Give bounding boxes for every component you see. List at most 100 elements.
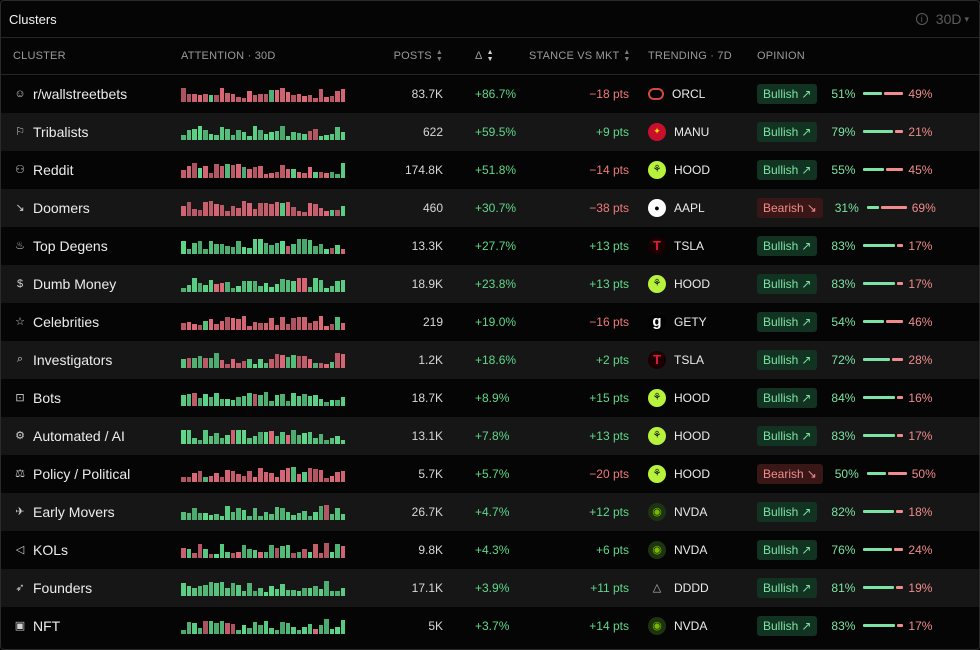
opinion-label: Bullish: [763, 504, 799, 519]
sort-active-icon[interactable]: ▲ ▼: [486, 49, 494, 63]
attention-bar: [241, 429, 246, 444]
cell-opinion: Bullish ↗ 55% 45%: [757, 151, 979, 189]
trending-ticker[interactable]: ORCL: [648, 87, 757, 101]
cell-trending: ⚘ HOOD: [629, 265, 757, 303]
table-row[interactable]: ➶ Founders 17.1K +3.9% +11 pts △ DDDD Bu…: [1, 568, 979, 607]
cluster-name[interactable]: ◁ KOLs: [13, 542, 181, 558]
table-row[interactable]: ⌕ Investigators 1.2K +18.6% +2 pts T TSL…: [1, 340, 979, 379]
col-stance[interactable]: STANCE VS MKT ▲ ▼: [529, 38, 631, 75]
trending-ticker[interactable]: ⚘ HOOD: [648, 426, 757, 445]
table-row[interactable]: ⚙ Automated / AI 13.1K +7.8% +13 pts ⚘ H…: [1, 416, 979, 455]
attention-bar: [318, 624, 323, 634]
table-row[interactable]: $ Dumb Money 18.9K +23.8% +13 pts ⚘ HOOD…: [1, 264, 979, 303]
bull-percent: 83%: [831, 428, 856, 443]
table-row[interactable]: ☺ r/wallstreetbets 83.7K +86.7% −18 pts …: [1, 75, 979, 113]
attention-bar: [258, 358, 263, 368]
cluster-name[interactable]: ⚖ Policy / Political: [13, 466, 181, 482]
attention-sparkline: [181, 86, 363, 102]
cluster-name[interactable]: ⚇ Reddit: [13, 162, 181, 178]
table-row[interactable]: ✈ Early Movers 26.7K +4.7% +12 pts ◉ NVD…: [1, 492, 979, 531]
attention-bar: [302, 133, 307, 140]
col-delta[interactable]: Δ ▲ ▼: [443, 38, 529, 75]
trending-ticker[interactable]: ⚘ HOOD: [648, 388, 757, 407]
trending-ticker[interactable]: △ DDDD: [648, 579, 757, 597]
trending-ticker[interactable]: ⚘ HOOD: [648, 464, 757, 483]
table-row[interactable]: ◁ KOLs 9.8K +4.3% +6 pts ◉ NVDA Bullish …: [1, 531, 979, 569]
cluster-name[interactable]: ➶ Founders: [13, 580, 181, 596]
trending-ticker[interactable]: ⚘ HOOD: [648, 160, 757, 179]
attention-bar: [340, 587, 345, 596]
attention-bar: [236, 96, 241, 102]
attention-bar: [241, 624, 246, 634]
attention-bar: [329, 399, 334, 406]
table-row[interactable]: ♨ Top Degens 13.3K +27.7% +13 pts T TSLA…: [1, 227, 979, 265]
col-posts[interactable]: POSTS ▲ ▼: [363, 38, 443, 75]
attention-bar: [192, 357, 197, 368]
attention-bar: [236, 163, 241, 178]
attention-bar: [203, 93, 208, 102]
trending-ticker[interactable]: ◉ NVDA: [648, 540, 757, 559]
attention-bar: [258, 129, 263, 140]
attention-bar: [296, 277, 301, 292]
bull-percent: 79%: [831, 124, 856, 139]
trending-ticker[interactable]: T TSLA: [648, 350, 757, 369]
table-row[interactable]: ⊡ Bots 18.7K +8.9% +15 pts ⚘ HOOD Bullis…: [1, 379, 979, 417]
cluster-label: Top Degens: [33, 237, 108, 254]
cell-stance: +13 pts: [589, 238, 629, 253]
trending-ticker[interactable]: ◉ NVDA: [648, 502, 757, 521]
cell-posts: 13.3K: [411, 238, 443, 253]
attention-bar: [335, 435, 340, 444]
trending-ticker[interactable]: g GETY: [648, 312, 757, 331]
cluster-name[interactable]: ☆ Celebrities: [13, 314, 181, 330]
cluster-name[interactable]: ♨ Top Degens: [13, 238, 181, 254]
cell-cluster: ⊡ Bots: [1, 379, 181, 417]
cluster-name[interactable]: ⚐ Tribalists: [13, 124, 181, 140]
cluster-name[interactable]: ⚙ Automated / AI: [13, 428, 181, 444]
attention-bar: [318, 243, 323, 254]
attention-bar: [313, 437, 318, 444]
cluster-name[interactable]: $ Dumb Money: [13, 276, 181, 292]
cluster-name[interactable]: ✈ Early Movers: [13, 504, 181, 520]
attention-bar: [296, 171, 301, 178]
trending-ticker[interactable]: ● AAPL: [648, 198, 757, 217]
cell-posts: 219: [422, 314, 443, 329]
attention-bar: [335, 244, 340, 254]
cluster-name[interactable]: ▣ NFT: [13, 618, 181, 634]
table-row[interactable]: ⚇ Reddit 174.8K +51.8% −14 pts ⚘ HOOD Bu…: [1, 151, 979, 189]
table-row[interactable]: ▣ NFT 5K +3.7% +14 pts ◉ NVDA Bullish ↗ …: [1, 607, 979, 645]
oracle-logo: [648, 87, 664, 100]
sort-icon[interactable]: ▲ ▼: [623, 49, 631, 63]
cluster-name[interactable]: ⌕ Investigators: [13, 352, 181, 368]
trending-ticker[interactable]: T TSLA: [648, 236, 757, 255]
attention-bar: [263, 591, 268, 596]
table-row[interactable]: ⚐ Tribalists 622 +59.5% +9 pts ✦ MANU Bu…: [1, 112, 979, 151]
cluster-name[interactable]: ⊡ Bots: [13, 390, 181, 406]
table-row[interactable]: ☆ Celebrities 219 +19.0% −16 pts g GETY …: [1, 303, 979, 341]
attention-bar: [324, 504, 329, 520]
trending-ticker[interactable]: ✦ MANU: [648, 122, 757, 141]
trending-ticker[interactable]: ⚘ HOOD: [648, 274, 757, 293]
cluster-name[interactable]: ↘ Doomers: [13, 200, 181, 216]
attention-bar: [329, 590, 334, 596]
attention-bar: [236, 129, 241, 140]
attention-bar: [181, 134, 186, 140]
attention-bar: [291, 94, 296, 102]
cluster-name[interactable]: ☺ r/wallstreetbets: [13, 86, 181, 102]
attention-bar: [192, 242, 197, 254]
attention-bar: [236, 285, 241, 292]
attention-bar: [186, 429, 191, 444]
sort-icon[interactable]: ▲ ▼: [435, 49, 443, 63]
attention-sparkline: [181, 542, 363, 558]
attention-bar: [208, 357, 213, 368]
bear-percent: 49%: [908, 86, 933, 101]
trending-ticker[interactable]: ◉ NVDA: [648, 616, 757, 635]
bull-bar: [866, 206, 879, 209]
attention-bar: [269, 244, 274, 254]
attention-bar: [340, 619, 345, 634]
table-row[interactable]: ↘ Doomers 460 +30.7% −38 pts ● AAPL Bear…: [1, 188, 979, 227]
attention-bar: [236, 584, 241, 596]
cell-cluster: ➶ Founders: [1, 569, 181, 607]
range-selector[interactable]: 30D ▾: [936, 11, 969, 27]
info-icon[interactable]: i: [915, 13, 928, 25]
table-row[interactable]: ⚖ Policy / Political 5.7K +5.7% −20 pts …: [1, 455, 979, 493]
